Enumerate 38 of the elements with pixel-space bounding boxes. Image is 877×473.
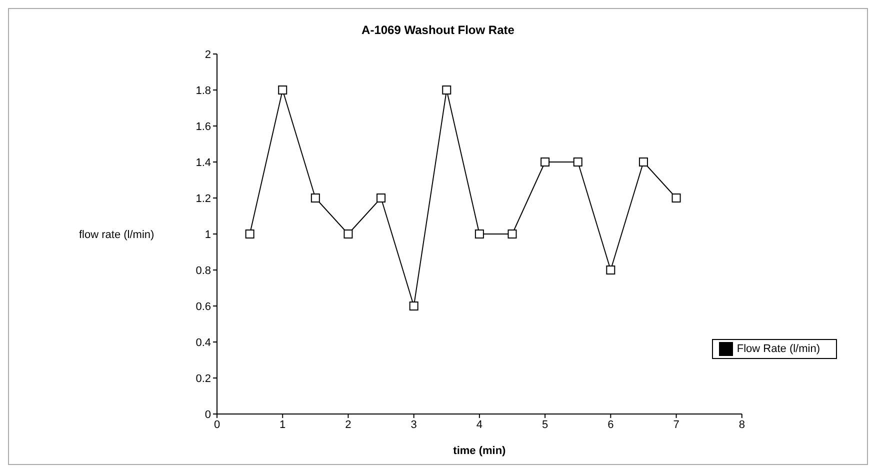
point bbox=[245, 230, 254, 238]
point bbox=[573, 158, 582, 166]
x-tick-label: 7 bbox=[673, 418, 680, 431]
point bbox=[638, 158, 648, 166]
y-tick-label: 1 bbox=[204, 228, 211, 241]
point bbox=[474, 230, 484, 238]
y-tick-label: 0.4 bbox=[196, 336, 211, 349]
point bbox=[310, 194, 320, 202]
point bbox=[376, 194, 386, 202]
x-tick-label: 2 bbox=[345, 418, 352, 431]
y-tick-label: 0.6 bbox=[196, 300, 211, 313]
y-tick-label: 1.8 bbox=[196, 84, 211, 97]
y-tick-label: 1.6 bbox=[196, 120, 211, 133]
x-tick-label: 3 bbox=[410, 418, 417, 431]
y-tick-label: 0.2 bbox=[196, 372, 211, 385]
point bbox=[409, 302, 418, 310]
y-tick-label: 0.8 bbox=[196, 264, 211, 277]
y-axis-title: flow rate (l/min) bbox=[79, 228, 154, 241]
point bbox=[606, 266, 616, 274]
y-tick-label: 1.4 bbox=[196, 156, 211, 169]
point bbox=[344, 230, 353, 238]
y-tick-label: 2 bbox=[204, 48, 211, 61]
y-tick-label: 0 bbox=[204, 408, 211, 421]
x-tick-label: 6 bbox=[608, 418, 614, 431]
legend-label: Flow Rate (l/min) bbox=[736, 342, 820, 355]
x-tick-label: 8 bbox=[738, 418, 745, 431]
y-tick-label: 1.2 bbox=[196, 192, 211, 205]
point bbox=[540, 158, 550, 166]
x-axis-title: time (min) bbox=[453, 445, 506, 457]
point bbox=[508, 230, 517, 238]
chart-title: A-1069 Washout Flow Rate bbox=[360, 23, 516, 37]
x-tick-label: 5 bbox=[542, 418, 548, 431]
x-tick-label: 0 bbox=[214, 418, 220, 431]
point bbox=[278, 86, 288, 94]
point bbox=[672, 194, 681, 202]
x-tick-label: 4 bbox=[476, 418, 482, 431]
point bbox=[442, 86, 452, 94]
x-tick-label: 1 bbox=[280, 418, 286, 431]
